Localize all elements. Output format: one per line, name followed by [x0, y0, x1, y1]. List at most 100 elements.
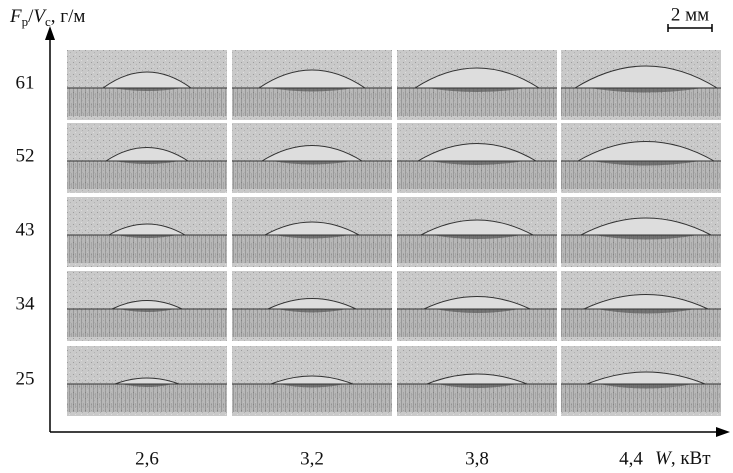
- heat-zone: [232, 161, 392, 189]
- y-tick-label: 43: [16, 219, 35, 240]
- heat-zone: [397, 384, 557, 412]
- heat-zone: [561, 235, 721, 263]
- micrograph: [561, 50, 721, 120]
- y-tick-label: 61: [16, 72, 35, 93]
- micrograph: [561, 123, 721, 193]
- y-symbol: V: [33, 6, 47, 27]
- penetration: [434, 309, 520, 313]
- micrograph: [561, 346, 721, 416]
- micrograph: [232, 197, 392, 267]
- heat-zone: [397, 309, 557, 337]
- weld-bead: [583, 294, 709, 310]
- weld-bead: [107, 223, 187, 236]
- heat-zone: [561, 309, 721, 337]
- penetration: [589, 88, 703, 93]
- heat-zone: [397, 235, 557, 263]
- heat-zone: [232, 309, 392, 337]
- x-tick-label: 3,2: [300, 448, 324, 469]
- y-tick-label: 34: [16, 293, 36, 314]
- micrograph: [397, 123, 557, 193]
- heat-zone: [232, 384, 392, 412]
- weld-bead: [104, 147, 190, 162]
- weld-bead: [426, 373, 528, 385]
- heat-zone: [397, 161, 557, 189]
- penetration: [432, 235, 522, 239]
- weld-bead: [420, 219, 534, 236]
- micrograph: [232, 123, 392, 193]
- y-tick-label: 25: [16, 368, 35, 389]
- penetration: [272, 161, 352, 165]
- penetration: [111, 88, 183, 91]
- penetration: [427, 88, 527, 92]
- x-tick-label: 3,8: [465, 448, 489, 469]
- heat-zone: [67, 235, 227, 263]
- heat-zone: [561, 88, 721, 116]
- micrograph: [67, 123, 227, 193]
- heat-zone: [67, 88, 227, 116]
- micrograph: [232, 346, 392, 416]
- weld-bead: [260, 145, 364, 162]
- y-axis-label: Fр/Vс, г/м: [9, 6, 85, 29]
- scale-bar-label: 2 мм: [671, 4, 709, 25]
- penetration: [591, 161, 701, 166]
- y-slash: /: [28, 6, 34, 27]
- y-unit: , г/м: [51, 6, 86, 27]
- micrograph: [561, 271, 721, 341]
- micrograph: [397, 271, 557, 341]
- weld-bead: [576, 141, 716, 162]
- scale-bar: [667, 24, 713, 32]
- weld-bead: [257, 69, 367, 89]
- penetration: [121, 384, 173, 387]
- penetration: [116, 235, 178, 238]
- micrograph: [397, 346, 557, 416]
- y-arrow: [45, 26, 55, 40]
- weld-bead: [101, 71, 193, 89]
- weld-bead: [413, 67, 541, 89]
- x-tick-label: 2,6: [135, 448, 159, 469]
- y-symbol: F: [9, 6, 22, 27]
- heat-zone: [67, 309, 227, 337]
- penetration: [114, 161, 180, 164]
- micrograph: [67, 346, 227, 416]
- heat-zone: [67, 161, 227, 189]
- heat-zone: [561, 161, 721, 189]
- weld-bead: [580, 217, 712, 236]
- heat-zone: [561, 384, 721, 412]
- y-tick-label: 52: [16, 145, 35, 166]
- heat-zone: [67, 384, 227, 412]
- heat-zone: [232, 235, 392, 263]
- penetration: [279, 384, 345, 388]
- penetration: [119, 309, 175, 312]
- penetration: [598, 384, 694, 389]
- micrograph: [67, 50, 227, 120]
- x-axis-label: W, кВт: [655, 448, 711, 469]
- weld-bead: [267, 298, 357, 310]
- heat-zone: [397, 88, 557, 116]
- penetration: [596, 309, 696, 314]
- weld-bead: [423, 296, 531, 310]
- weld-bead: [264, 221, 360, 236]
- micrograph: [232, 50, 392, 120]
- micrograph: [561, 197, 721, 267]
- penetration: [269, 88, 355, 92]
- weld-bead: [586, 371, 706, 385]
- weld-bead: [270, 375, 354, 385]
- penetration: [594, 235, 698, 240]
- heat-zone: [232, 88, 392, 116]
- x-tick-label: 4,4: [619, 448, 643, 469]
- x-symbol: W: [655, 448, 673, 469]
- penetration: [429, 161, 525, 165]
- penetration: [274, 235, 350, 239]
- penetration: [437, 384, 517, 388]
- micrograph: [232, 271, 392, 341]
- micrograph-grid: [67, 50, 721, 416]
- micrograph: [67, 271, 227, 341]
- weld-bead: [573, 65, 719, 89]
- y-subscript: р: [22, 14, 29, 29]
- micrograph: [397, 50, 557, 120]
- micrograph: [397, 197, 557, 267]
- x-arrow: [716, 427, 730, 437]
- penetration: [276, 309, 348, 313]
- y-subscript: с: [45, 14, 51, 29]
